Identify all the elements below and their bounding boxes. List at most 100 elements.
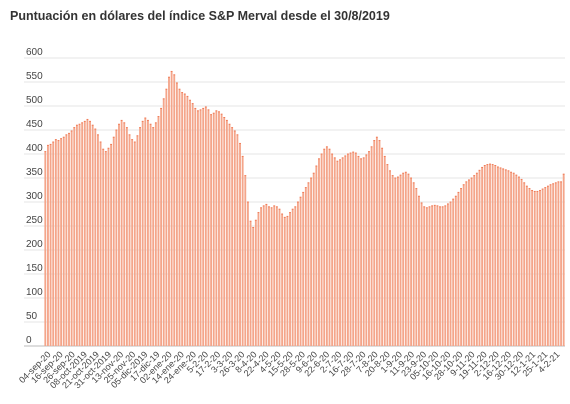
bar bbox=[54, 139, 57, 346]
bar bbox=[139, 127, 141, 346]
bar bbox=[441, 206, 444, 346]
bar bbox=[557, 181, 560, 346]
bar bbox=[218, 111, 220, 346]
y-tick-label: 550 bbox=[26, 71, 43, 82]
bar bbox=[341, 157, 344, 346]
bar bbox=[549, 184, 552, 346]
bar bbox=[178, 89, 181, 346]
bar bbox=[189, 100, 191, 347]
bar bbox=[141, 121, 144, 346]
bar bbox=[260, 207, 262, 346]
bar bbox=[302, 192, 305, 346]
bar bbox=[212, 113, 215, 346]
bar bbox=[86, 119, 89, 346]
bar bbox=[347, 154, 349, 346]
bar bbox=[291, 209, 294, 346]
bar bbox=[268, 206, 270, 346]
bar bbox=[220, 114, 223, 346]
bar bbox=[415, 188, 418, 346]
bar bbox=[504, 169, 507, 346]
bar bbox=[428, 206, 431, 346]
bar bbox=[383, 156, 386, 346]
bar bbox=[481, 167, 484, 346]
bar bbox=[536, 191, 539, 346]
bar bbox=[257, 212, 260, 346]
bar bbox=[294, 206, 297, 346]
bar bbox=[286, 216, 289, 346]
bar bbox=[368, 151, 370, 346]
bar bbox=[344, 155, 347, 346]
bar bbox=[165, 89, 168, 346]
y-tick-label: 350 bbox=[26, 167, 43, 178]
bar bbox=[539, 190, 541, 346]
bar bbox=[378, 140, 381, 346]
bar bbox=[133, 142, 136, 346]
bar bbox=[262, 205, 265, 346]
bar bbox=[123, 122, 126, 346]
bar bbox=[118, 124, 120, 347]
bar bbox=[128, 134, 131, 346]
bar bbox=[225, 120, 228, 347]
bar bbox=[70, 130, 73, 346]
bar bbox=[89, 121, 91, 346]
bar bbox=[186, 96, 189, 347]
bar bbox=[518, 177, 520, 346]
bar bbox=[202, 108, 205, 347]
bar bbox=[207, 109, 210, 346]
chart-title: Puntuación en dólares del índice S&P Mer… bbox=[10, 9, 390, 23]
bar bbox=[83, 121, 86, 346]
bar bbox=[162, 98, 165, 346]
bar bbox=[112, 137, 115, 346]
bar bbox=[418, 196, 420, 346]
bar bbox=[91, 125, 94, 346]
y-tick-label: 150 bbox=[26, 263, 43, 274]
bar bbox=[47, 145, 49, 346]
y-tick-label: 450 bbox=[26, 119, 43, 130]
bar bbox=[510, 172, 512, 346]
bar bbox=[431, 205, 434, 346]
bar bbox=[320, 154, 323, 346]
bar bbox=[107, 148, 110, 346]
bar bbox=[396, 177, 399, 346]
bar bbox=[52, 142, 55, 346]
bar bbox=[231, 127, 234, 346]
bar bbox=[254, 220, 257, 346]
bar bbox=[373, 140, 376, 346]
bar bbox=[160, 108, 163, 347]
bar bbox=[147, 120, 149, 347]
bar bbox=[273, 205, 276, 346]
bar bbox=[499, 167, 502, 346]
bar bbox=[197, 110, 199, 346]
bar bbox=[175, 82, 178, 347]
bar bbox=[81, 122, 84, 346]
bar bbox=[183, 94, 186, 346]
bar bbox=[336, 161, 339, 346]
bar bbox=[136, 135, 139, 346]
bar bbox=[236, 134, 239, 346]
bar bbox=[281, 214, 284, 346]
bar bbox=[402, 173, 405, 346]
bar bbox=[357, 156, 360, 346]
bar bbox=[439, 206, 441, 346]
bar bbox=[115, 130, 118, 346]
y-tick-label: 300 bbox=[26, 191, 43, 202]
bar bbox=[215, 110, 218, 346]
bar bbox=[515, 175, 518, 346]
bar bbox=[546, 186, 549, 346]
bar bbox=[252, 227, 255, 346]
bar bbox=[370, 146, 373, 346]
bar bbox=[533, 191, 536, 346]
bar bbox=[349, 153, 352, 346]
bar bbox=[297, 202, 299, 346]
y-tick-label: 50 bbox=[26, 311, 38, 322]
bar bbox=[228, 124, 231, 347]
bar bbox=[144, 118, 147, 346]
bar bbox=[452, 199, 455, 346]
bar bbox=[60, 138, 63, 346]
bar bbox=[278, 209, 281, 346]
bar bbox=[407, 174, 410, 346]
bar bbox=[446, 203, 449, 346]
bar bbox=[365, 154, 368, 346]
bar bbox=[483, 165, 486, 346]
